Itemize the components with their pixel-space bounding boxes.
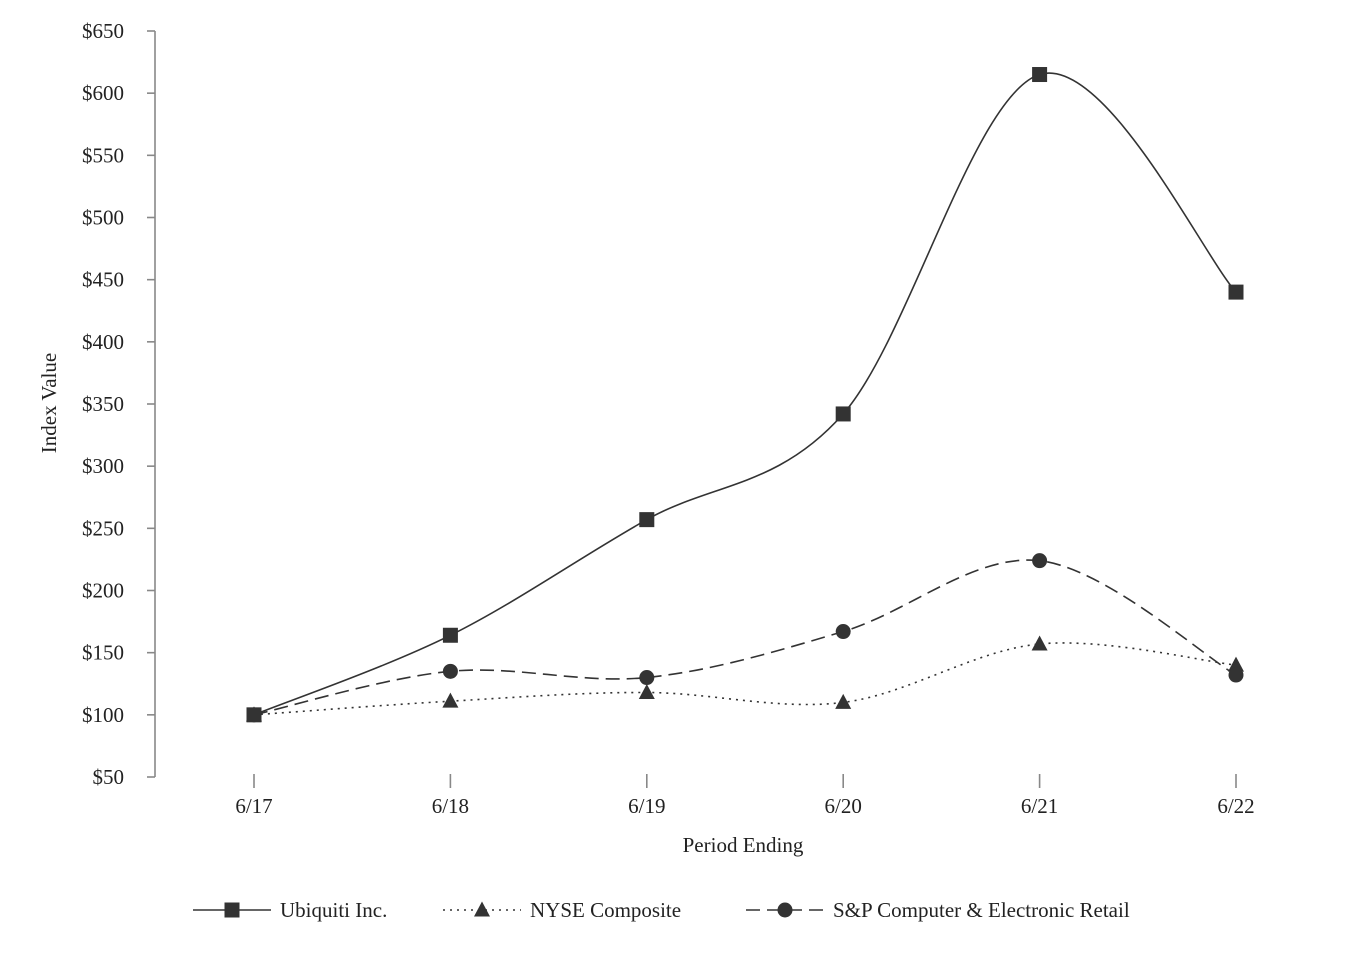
data-point-s-p-computer-electronic-retail: [1228, 667, 1244, 683]
series-line-ubiquiti-inc: [253, 72, 1237, 716]
x-tick-label: 6/19: [628, 794, 665, 818]
x-tick-label: 6/18: [432, 794, 469, 818]
y-tick-label: $50: [93, 765, 125, 789]
series-s-p-computer-electronic-retail: [246, 553, 1244, 723]
y-tick-label: $300: [82, 454, 124, 478]
y-axis: $50 $100 $150 $200 $250 $300 $350 $400 $450 $500 $…: [82, 19, 156, 789]
data-point-nyse-composite: [1031, 635, 1048, 651]
data-point-ubiquiti-inc: [835, 406, 851, 422]
legend-marker-ubiquiti-inc: [224, 902, 240, 918]
series-line-s-p-computer-electronic-retail: [253, 559, 1237, 716]
legend-marker-s-p-computer-electronic-retail: [777, 902, 793, 918]
y-tick-label: $500: [82, 206, 124, 230]
y-tick-label: $400: [82, 330, 124, 354]
data-point-s-p-computer-electronic-retail: [1032, 553, 1048, 569]
legend-label: Ubiquiti Inc.: [280, 898, 387, 922]
y-tick-label: $450: [82, 268, 124, 292]
legend-item-s-p-computer-electronic-retail: S&P Computer & Electronic Retail: [746, 898, 1130, 922]
y-tick-label: $150: [82, 641, 124, 665]
y-tick-label: $650: [82, 19, 124, 43]
x-axis-title: Period Ending: [683, 833, 804, 857]
y-tick-label: $200: [82, 579, 124, 603]
legend-item-nyse-composite: NYSE Composite: [443, 898, 681, 922]
x-tick-label: 6/22: [1217, 794, 1254, 818]
data-point-nyse-composite: [1228, 656, 1244, 672]
legend-marker-nyse-composite: [474, 901, 490, 917]
data-point-ubiquiti-inc: [1228, 284, 1244, 300]
y-tick-label: $100: [82, 703, 124, 727]
series-layer: [246, 67, 1244, 723]
data-point-nyse-composite: [638, 683, 655, 699]
data-point-nyse-composite: [442, 692, 459, 708]
data-point-nyse-composite: [835, 693, 852, 709]
data-point-ubiquiti-inc: [442, 627, 458, 643]
legend-item-ubiquiti-inc: Ubiquiti Inc.: [193, 898, 387, 922]
y-tick-label: $600: [82, 81, 124, 105]
x-tick-label: 6/20: [825, 794, 862, 818]
data-point-s-p-computer-electronic-retail: [835, 624, 851, 640]
y-tick-label: $550: [82, 143, 124, 167]
data-point-ubiquiti-inc: [246, 707, 262, 723]
legend-label: NYSE Composite: [530, 898, 681, 922]
x-tick-label: 6/17: [235, 794, 272, 818]
y-tick-label: $350: [82, 392, 124, 416]
data-point-ubiquiti-inc: [639, 512, 655, 528]
y-axis-title: Index Value: [37, 353, 61, 454]
y-tick-label: $250: [82, 516, 124, 540]
data-point-s-p-computer-electronic-retail: [639, 670, 655, 686]
series-nyse-composite: [246, 635, 1244, 722]
series-ubiquiti-inc: [246, 67, 1244, 723]
x-tick-label: 6/21: [1021, 794, 1058, 818]
legend: Ubiquiti Inc. NYSE Composite S&P Computer …: [193, 898, 1130, 922]
data-point-ubiquiti-inc: [1032, 67, 1048, 83]
legend-label: S&P Computer & Electronic Retail: [833, 898, 1130, 922]
data-point-s-p-computer-electronic-retail: [442, 663, 458, 679]
x-axis: 6/17 6/18 6/19 6/20 6/21 6/22: [235, 774, 1255, 818]
